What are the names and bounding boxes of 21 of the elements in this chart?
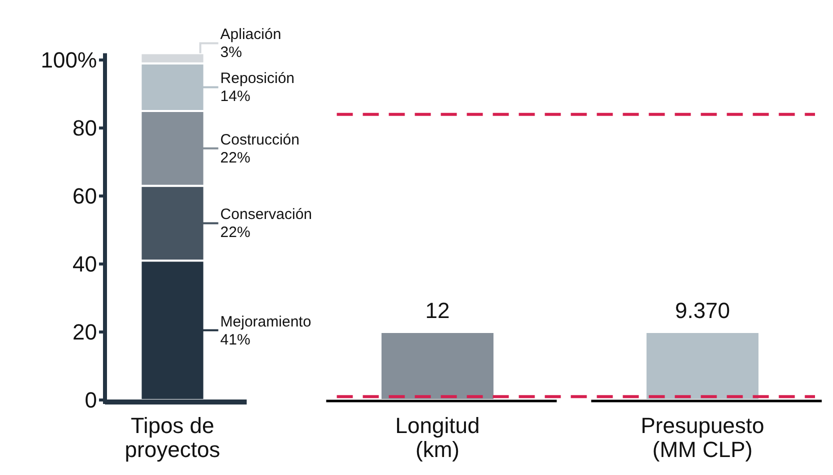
y-tick-label: 60 [72,184,97,209]
data-label: 22% [220,149,250,166]
annotation: 12 [425,298,450,323]
x-tick-label: Presupuesto (MM CLP) [640,413,764,462]
x-tick-label: Tipos de proyectos [124,413,220,462]
y-tick-label: 100% [40,48,97,73]
x-tick-label: Longitud (km) [395,413,480,462]
y-tick-label: 0 [84,388,97,413]
y-tick-label: 20 [72,320,97,345]
y-tick-label: 80 [72,116,97,141]
series-label: Apliación [220,26,282,44]
series-label: Mejoramiento [220,313,312,330]
data-label: 41% [220,331,250,348]
data-label: 3% [220,44,242,62]
series-label: Costrucción [220,131,300,148]
series-label: Conservación [220,206,312,224]
data-label: 22% [220,224,250,242]
annotation: 9.370 [674,298,730,323]
data-label: 14% [220,88,250,106]
y-tick-label: 40 [72,252,97,277]
series-label: Reposición [220,70,295,88]
